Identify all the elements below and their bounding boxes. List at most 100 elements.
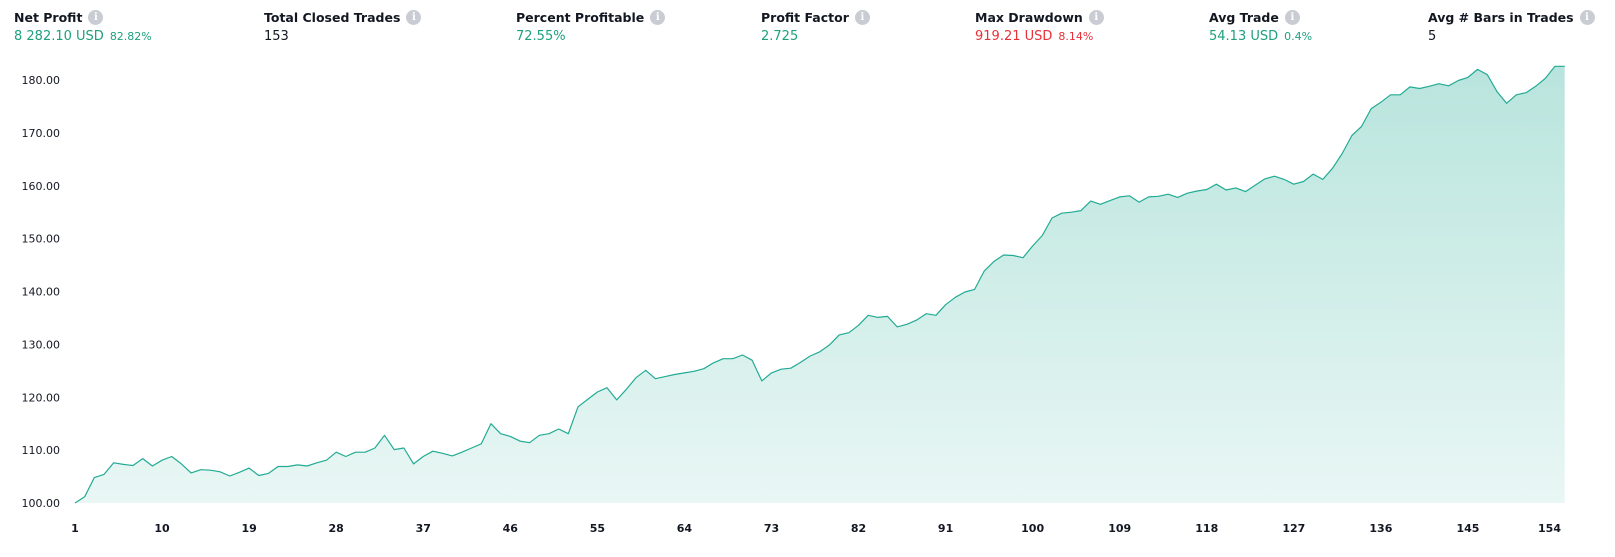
equity-point[interactable] [1060, 212, 1063, 215]
equity-point[interactable] [1437, 82, 1440, 85]
equity-point[interactable] [1050, 216, 1053, 219]
equity-point[interactable] [1331, 167, 1334, 170]
equity-point[interactable] [1389, 93, 1392, 96]
equity-point[interactable] [576, 405, 579, 408]
equity-point[interactable] [1099, 203, 1102, 206]
equity-point[interactable] [122, 463, 125, 466]
equity-point[interactable] [1225, 188, 1228, 191]
equity-point[interactable] [1476, 68, 1479, 71]
equity-point[interactable] [219, 470, 222, 473]
equity-point[interactable] [1002, 253, 1005, 256]
equity-point[interactable] [770, 371, 773, 374]
equity-point[interactable] [1157, 195, 1160, 198]
info-icon[interactable]: i [854, 9, 870, 25]
equity-point[interactable] [1012, 254, 1015, 257]
equity-point[interactable] [393, 448, 396, 451]
equity-point[interactable] [963, 290, 966, 293]
equity-point[interactable] [828, 343, 831, 346]
equity-point[interactable] [248, 467, 251, 470]
equity-point[interactable] [760, 379, 763, 382]
equity-point[interactable] [1167, 193, 1170, 196]
equity-point[interactable] [344, 455, 347, 458]
equity-point[interactable] [1089, 200, 1092, 203]
equity-point[interactable] [644, 369, 647, 372]
equity-point[interactable] [451, 454, 454, 457]
equity-point[interactable] [402, 446, 405, 449]
equity-point[interactable] [654, 377, 657, 380]
equity-point[interactable] [944, 303, 947, 306]
equity-point[interactable] [1312, 173, 1315, 176]
equity-point[interactable] [1118, 195, 1121, 198]
equity-point[interactable] [1408, 85, 1411, 88]
equity-point[interactable] [1031, 244, 1034, 247]
equity-point[interactable] [422, 455, 425, 458]
equity-point[interactable] [190, 471, 193, 474]
equity-point[interactable] [693, 370, 696, 373]
equity-point[interactable] [1244, 190, 1247, 193]
equity-point[interactable] [625, 388, 628, 391]
equity-point[interactable] [1563, 65, 1566, 68]
equity-point[interactable] [1486, 73, 1489, 76]
equity-point[interactable] [277, 465, 280, 468]
equity-point[interactable] [528, 441, 531, 444]
equity-point[interactable] [702, 367, 705, 370]
equity-point[interactable] [586, 398, 589, 401]
equity-point[interactable] [1070, 211, 1073, 214]
equity-point[interactable] [1524, 91, 1527, 94]
equity-point[interactable] [286, 465, 289, 468]
equity-point[interactable] [847, 331, 850, 334]
equity-point[interactable] [634, 376, 637, 379]
equity-point[interactable] [489, 422, 492, 425]
equity-point[interactable] [83, 495, 86, 498]
equity-point[interactable] [315, 461, 318, 464]
equity-point[interactable] [131, 464, 134, 467]
equity-point[interactable] [567, 432, 570, 435]
equity-point[interactable] [73, 501, 76, 504]
equity-point[interactable] [1283, 178, 1286, 181]
equity-point[interactable] [905, 323, 908, 326]
equity-point[interactable] [93, 476, 96, 479]
equity-point[interactable] [934, 314, 937, 317]
equity-point[interactable] [1399, 93, 1402, 96]
equity-point[interactable] [1041, 234, 1044, 237]
equity-point[interactable] [1079, 209, 1082, 212]
equity-point[interactable] [1360, 125, 1363, 128]
equity-point[interactable] [373, 446, 376, 449]
equity-point[interactable] [818, 350, 821, 353]
equity-point[interactable] [538, 434, 541, 437]
equity-point[interactable] [547, 432, 550, 435]
equity-point[interactable] [112, 461, 115, 464]
equity-point[interactable] [470, 446, 473, 449]
info-icon[interactable]: i [1579, 9, 1595, 25]
equity-point[interactable] [431, 450, 434, 453]
equity-point[interactable] [335, 451, 338, 454]
equity-point[interactable] [838, 333, 841, 336]
equity-point[interactable] [1428, 85, 1431, 88]
equity-point[interactable] [780, 368, 783, 371]
equity-point[interactable] [102, 473, 105, 476]
info-icon[interactable]: i [650, 9, 666, 25]
equity-point[interactable] [1138, 201, 1141, 204]
equity-point[interactable] [383, 434, 386, 437]
info-icon[interactable]: i [406, 9, 422, 25]
equity-point[interactable] [480, 442, 483, 445]
equity-point[interactable] [596, 390, 599, 393]
equity-point[interactable] [925, 312, 928, 315]
equity-point[interactable] [1447, 84, 1450, 87]
equity-point[interactable] [605, 386, 608, 389]
equity-point[interactable] [441, 452, 444, 455]
equity-point[interactable] [267, 472, 270, 475]
equity-point[interactable] [886, 315, 889, 318]
equity-point[interactable] [1176, 196, 1179, 199]
equity-point[interactable] [915, 319, 918, 322]
equity-point[interactable] [518, 440, 521, 443]
equity-point[interactable] [1544, 77, 1547, 80]
equity-point[interactable] [170, 455, 173, 458]
equity-point[interactable] [1234, 186, 1237, 189]
equity-point[interactable] [161, 459, 164, 462]
equity-point[interactable] [1350, 134, 1353, 137]
info-icon[interactable]: i [1088, 9, 1104, 25]
equity-point[interactable] [867, 314, 870, 317]
equity-point[interactable] [199, 468, 202, 471]
